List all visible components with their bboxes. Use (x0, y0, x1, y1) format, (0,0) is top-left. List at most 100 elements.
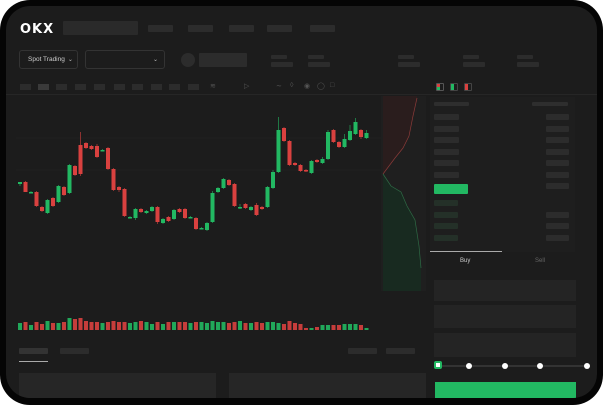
candle-body (45, 200, 50, 213)
pair-select[interactable]: ⌄ (85, 50, 165, 69)
stat-value (517, 62, 539, 67)
candle-body (106, 148, 110, 169)
ask-price (434, 160, 459, 166)
candle-body (67, 165, 72, 193)
total-input[interactable] (434, 333, 576, 357)
volume-bar (67, 318, 72, 330)
candle-body (144, 211, 149, 213)
bid-amount (546, 223, 569, 229)
tab-sell[interactable]: Sell (535, 258, 546, 264)
tab-buy[interactable]: Buy (460, 258, 471, 264)
stat-value (398, 62, 420, 67)
bid-amount (546, 212, 569, 218)
amount-slider[interactable] (438, 365, 590, 367)
settings-icon[interactable]: ◯ (317, 83, 325, 90)
indicator-icon[interactable]: ≋ (210, 83, 216, 90)
ask-price (434, 114, 459, 120)
ask-amount (546, 183, 569, 189)
volume-bar (150, 324, 154, 330)
timeframe-button[interactable] (132, 84, 143, 90)
timeframe-button[interactable] (56, 84, 67, 90)
bid-price (434, 223, 458, 229)
nav-item[interactable] (188, 25, 213, 32)
book-both-icon[interactable] (436, 83, 444, 91)
camera-icon[interactable]: ◉ (304, 83, 311, 90)
book-bids-icon[interactable] (450, 83, 458, 91)
volume-bar (45, 321, 50, 330)
timeframe-button[interactable] (114, 84, 125, 90)
volume-bar (155, 322, 160, 330)
depth-chart (381, 96, 426, 291)
amount-input[interactable] (434, 305, 576, 328)
volume-bar (84, 321, 88, 330)
last-price (434, 184, 468, 194)
volume-bar (364, 328, 369, 330)
candle-body (238, 207, 242, 209)
timeframe-button[interactable] (38, 84, 49, 90)
ruler-icon[interactable]: ◊ (290, 82, 294, 89)
nav-item[interactable] (148, 25, 173, 32)
volume-bar (282, 324, 286, 330)
timeframe-button[interactable] (151, 84, 162, 90)
bid-price (434, 235, 458, 241)
tab-underline (430, 251, 502, 252)
market-type-select[interactable]: Spot Trading ⌄ (19, 50, 78, 69)
book-header-amount (532, 102, 568, 106)
timeframe-button[interactable] (94, 84, 105, 90)
volume-bar (62, 322, 66, 330)
candle-body (34, 192, 39, 206)
volume-bar (348, 324, 352, 330)
candle-body (23, 182, 28, 192)
candle-body (117, 187, 121, 190)
timeframe-button[interactable] (20, 84, 31, 90)
candle-body (232, 184, 237, 206)
buy-button[interactable] (435, 382, 576, 398)
nav-item[interactable] (267, 25, 292, 32)
volume-bar (144, 322, 149, 330)
volume-bar (271, 322, 275, 330)
filter-button[interactable] (348, 348, 377, 354)
candle-body (315, 160, 319, 162)
candle-body (62, 187, 66, 195)
candle-body (298, 165, 303, 171)
volume-bar (205, 323, 209, 330)
search-input[interactable] (63, 21, 138, 35)
slider-stop[interactable] (584, 363, 590, 369)
slider-stop[interactable] (537, 363, 543, 369)
timeframe-button[interactable] (188, 84, 199, 90)
price-input[interactable] (434, 280, 576, 301)
okx-logo[interactable]: OKX (20, 22, 55, 37)
fullscreen-icon[interactable]: □ (330, 82, 335, 89)
tab-history[interactable] (60, 348, 89, 354)
candle-body (194, 218, 198, 229)
filter-button[interactable] (386, 348, 415, 354)
timeframe-button[interactable] (169, 84, 180, 90)
nav-item[interactable] (310, 25, 335, 32)
volume-bar (304, 328, 308, 330)
slider-stop[interactable] (466, 363, 472, 369)
divider (6, 94, 597, 95)
slider-stop[interactable] (502, 363, 508, 369)
timeframe-button[interactable] (75, 84, 86, 90)
candle-body (177, 209, 182, 212)
stat-label (308, 55, 324, 59)
nav-item[interactable] (229, 25, 254, 32)
volume-bar (320, 325, 325, 330)
volume-bar (221, 322, 226, 330)
candle-body (133, 209, 138, 218)
line-icon[interactable]: ∼ (276, 83, 282, 90)
candlestick-chart[interactable] (16, 100, 386, 330)
candle-body (188, 217, 193, 219)
tab-open-orders[interactable] (19, 348, 48, 354)
book-asks-icon[interactable] (464, 83, 472, 91)
candle-body (172, 210, 176, 219)
volume-bar (315, 327, 319, 330)
volume-bar (331, 325, 336, 330)
volume-bar (106, 322, 110, 330)
orders-panel (19, 373, 216, 398)
candle-body (287, 141, 292, 165)
draw-icon[interactable]: ▷ (244, 83, 250, 90)
volume-bar (276, 323, 281, 330)
slider-handle[interactable] (434, 361, 442, 369)
candle-body (111, 169, 116, 190)
